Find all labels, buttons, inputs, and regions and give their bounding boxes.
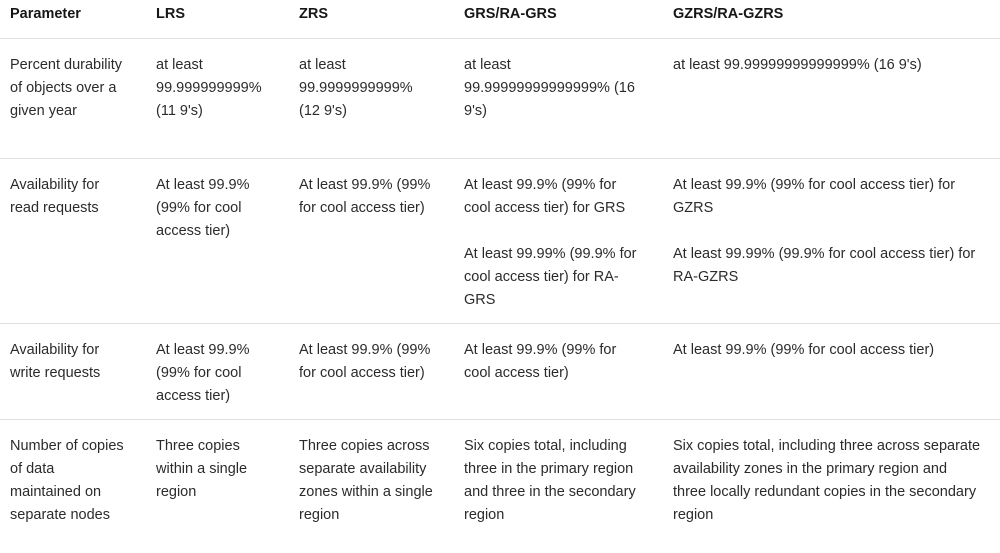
cell-lrs: at least 99.999999999% (11 9's) (146, 38, 289, 159)
cell-gzrs: Six copies total, including three across… (663, 419, 1000, 553)
cell-text: At least 99.99% (99.9% for cool access t… (464, 245, 637, 308)
cell-zrs: At least 99.9% (99% for cool access tier… (289, 158, 454, 324)
cell-grs: Six copies total, including three in the… (454, 419, 663, 553)
cell-text: at least 99.99999999999999% (16 9's) (464, 56, 635, 119)
cell-gzrs: At least 99.9% (99% for cool access tier… (663, 323, 1000, 420)
cell-text: At least 99.9% (99% for cool access tier… (673, 341, 935, 358)
cell-text: At least 99.9% (99% for cool access tier… (464, 176, 626, 216)
cell-parameter: Availability for read requests (0, 158, 146, 324)
cell-lrs: At least 99.9% (99% for cool access tier… (146, 158, 289, 324)
cell-text: At least 99.9% (99% for cool access tier… (464, 341, 617, 381)
cell-lrs: Three copies within a single region (156, 437, 248, 500)
header-grs: GRS/RA-GRS (454, 0, 663, 39)
cell-text: At least 99.99% (99.9% for cool access t… (673, 245, 976, 285)
cell-text: Six copies total, including three across… (673, 437, 981, 523)
cell-gzrs: at least 99.99999999999999% (16 9's) (663, 38, 1000, 159)
header-zrs: ZRS (289, 0, 454, 39)
cell-parameter: Number of copies of data maintained on s… (10, 437, 124, 523)
cell-lrs: At least 99.9% (99% for cool access tier… (146, 323, 289, 420)
cell-text: At least 99.9% (99% for cool access tier… (673, 176, 956, 216)
table-body: Percent durability of objects over a giv… (0, 38, 1000, 553)
table-row: Number of copies of data maintained on s… (0, 419, 1000, 553)
cell-grs: At least 99.9% (99% for cool access tier… (454, 323, 663, 420)
cell-text: at least 99.99999999999999% (16 9's) (673, 56, 922, 73)
cell-zrs: at least 99.9999999999% (12 9's) (289, 38, 454, 159)
table-row: Percent durability of objects over a giv… (0, 38, 1000, 159)
cell-grs: At least 99.9% (99% for cool access tier… (454, 158, 663, 324)
cell-grs: at least 99.99999999999999% (16 9's) (454, 38, 663, 159)
cell-zrs: At least 99.9% (99% for cool access tier… (289, 323, 454, 420)
table-header: Parameter LRS ZRS GRS/RA-GRS GZRS/RA-GZR… (0, 0, 1000, 39)
cell-gzrs: At least 99.9% (99% for cool access tier… (663, 158, 1000, 324)
header-gzrs: GZRS/RA-GZRS (663, 0, 1000, 39)
header-parameter: Parameter (0, 0, 146, 39)
cell-parameter: Availability for write requests (0, 323, 146, 420)
table-row: Availability for read requests At least … (0, 158, 1000, 324)
header-lrs: LRS (146, 0, 289, 39)
table-row: Availability for write requests At least… (0, 323, 1000, 420)
cell-zrs: Three copies across separate availabilit… (299, 437, 433, 523)
cell-text: Six copies total, including three in the… (464, 437, 636, 523)
cell-parameter: Percent durability of objects over a giv… (0, 38, 146, 159)
header-row: Parameter LRS ZRS GRS/RA-GRS GZRS/RA-GZR… (0, 0, 1000, 39)
